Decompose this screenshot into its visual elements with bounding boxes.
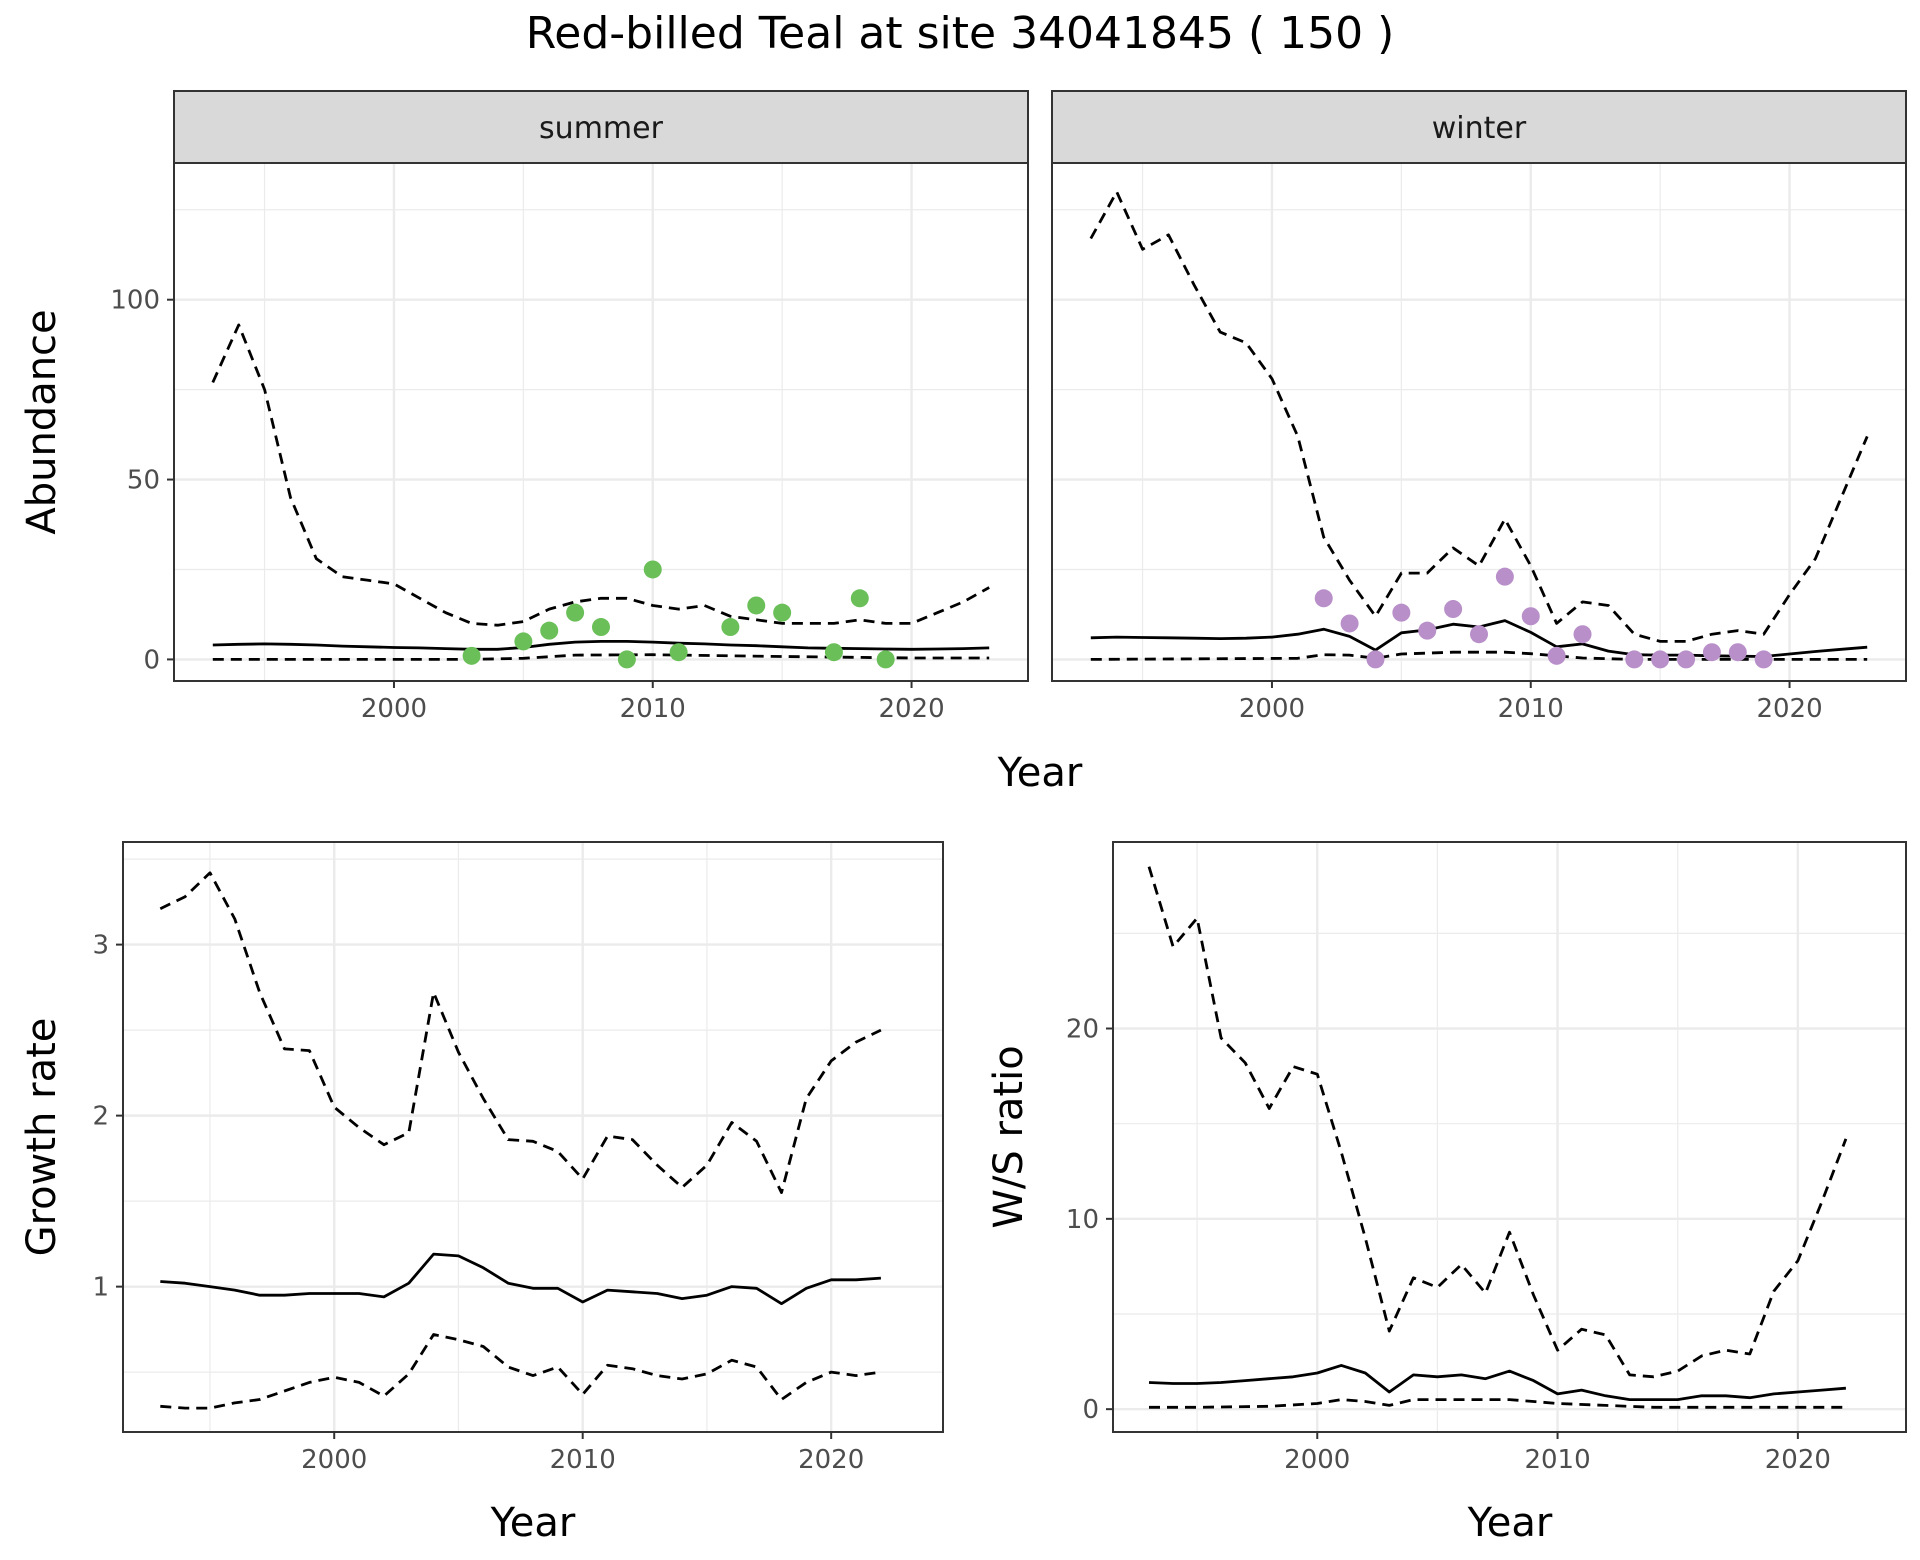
y-axis-title: W/S ratio [986, 1045, 1032, 1228]
data-point [721, 618, 740, 637]
series-line-upper [1089, 190, 1869, 643]
y-tick-label: 2 [92, 1102, 109, 1132]
panel-border [173, 162, 1029, 682]
facet-strip-label: summer [539, 111, 664, 146]
data-point [592, 618, 610, 637]
y-tick-label: 20 [1066, 1015, 1099, 1045]
series-line-upper [159, 871, 882, 1194]
x-axis-title: Year [1467, 1500, 1553, 1546]
x-tick-label: 2010 [1524, 1445, 1590, 1475]
data-point [1651, 650, 1670, 669]
x-tick-label: 2000 [1284, 1445, 1350, 1475]
data-point [1573, 625, 1592, 644]
data-point [1418, 621, 1437, 640]
y-tick-label: 100 [110, 286, 160, 316]
y-tick-label: 1 [92, 1273, 109, 1303]
x-tick-label: 2000 [301, 1445, 367, 1475]
data-point [850, 589, 869, 608]
data-point [462, 646, 481, 665]
data-point [773, 603, 792, 622]
panel-border [1051, 162, 1907, 682]
series-line-lower [1149, 1398, 1846, 1409]
data-point [514, 632, 533, 651]
panel-ws_ratio: 2000 2010 2020 0 10 20 [1066, 841, 1907, 1475]
data-point [1470, 625, 1488, 644]
panel-border [122, 841, 944, 1433]
x-axis-title: Year [490, 1500, 576, 1546]
y-tick-label: 0 [143, 645, 160, 675]
x-tick-label: 2020 [1765, 1445, 1831, 1475]
x-tick-label: 2000 [1239, 694, 1305, 724]
data-point [1495, 567, 1514, 586]
series-line-lower [160, 1333, 882, 1410]
x-tick-label: 2020 [798, 1445, 864, 1475]
data-point [669, 643, 688, 662]
data-point [1392, 603, 1411, 622]
x-tick-label: 2010 [620, 694, 686, 724]
x-tick-label: 2010 [1498, 694, 1564, 724]
x-tick-label: 2000 [361, 694, 427, 724]
facet-strip [1051, 90, 1907, 164]
panel-summer: 2000 2010 2020 0 50 100 summer [110, 90, 1029, 724]
x-tick-label: 2020 [878, 694, 944, 724]
y-axis-title: Abundance [19, 309, 65, 534]
y-axis-title: Growth rate [19, 1018, 65, 1257]
data-point [1521, 607, 1540, 626]
series-line-upper [1147, 866, 1848, 1379]
panel-growth_rate: 2000 2010 2020 1 2 3 [92, 841, 944, 1475]
data-point [1547, 646, 1566, 665]
data-point [1702, 643, 1721, 662]
panel-border [1112, 841, 1907, 1433]
data-point [1625, 650, 1644, 669]
facet-strip [173, 90, 1029, 164]
data-point [1366, 650, 1385, 669]
data-point [1754, 650, 1773, 669]
data-point [747, 596, 766, 615]
series-line-estimate [1148, 1364, 1847, 1401]
x-tick-label: 2020 [1756, 694, 1822, 724]
series-line-estimate [160, 1252, 881, 1306]
data-point [1677, 650, 1696, 669]
series-line-estimate [212, 640, 990, 651]
data-point [876, 650, 895, 669]
data-point [824, 643, 843, 662]
data-point [1314, 589, 1333, 608]
y-tick-label: 0 [1082, 1395, 1099, 1425]
chart-title: Red-billed Teal at site 34041845 ( 150 ) [526, 8, 1395, 59]
data-point [566, 603, 585, 622]
series-line-lower [212, 653, 990, 661]
data-point [1444, 600, 1463, 619]
data-point [643, 560, 662, 579]
facet-strip-label: winter [1432, 111, 1527, 146]
data-point [617, 650, 636, 669]
data-point [1728, 643, 1747, 662]
data-point [1340, 614, 1359, 633]
y-tick-label: 3 [92, 931, 109, 961]
series-line-upper [211, 323, 990, 627]
x-axis-title: Year [997, 750, 1083, 796]
panel-winter: 2000 2010 2020 winter [1051, 90, 1907, 724]
y-tick-label: 50 [127, 466, 160, 496]
y-tick-label: 10 [1066, 1205, 1099, 1235]
x-tick-label: 2010 [550, 1445, 616, 1475]
data-point [540, 621, 559, 640]
